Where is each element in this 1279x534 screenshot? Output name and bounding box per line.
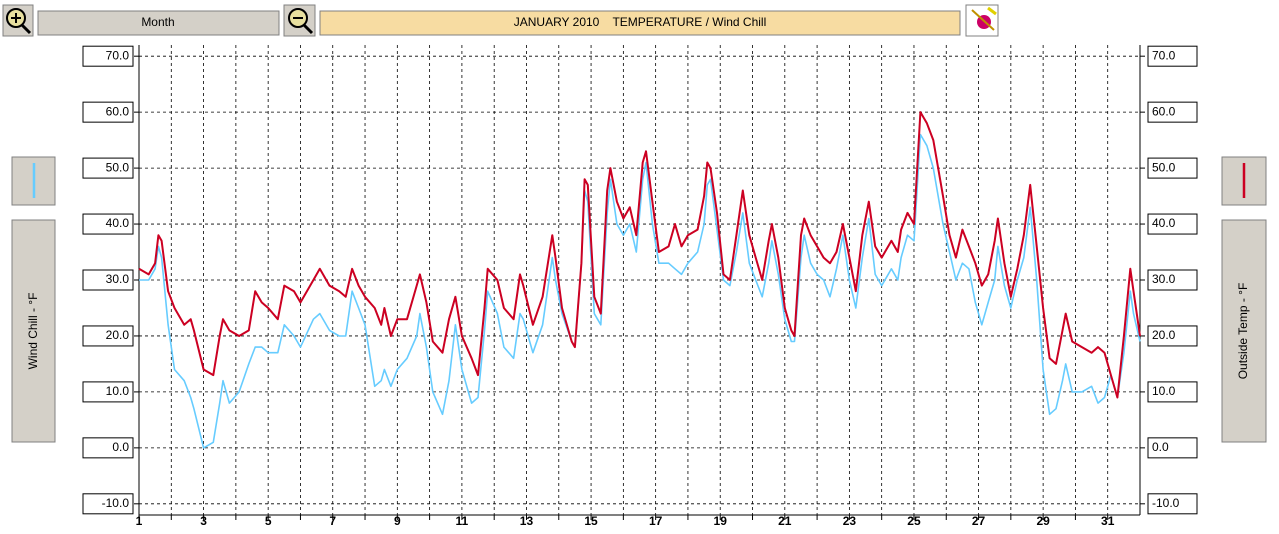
- y-tick-box: [82, 101, 134, 123]
- y-tick-box: [82, 325, 134, 347]
- y-tick-label: 30.0: [106, 272, 130, 286]
- axis-label-button[interactable]: [11, 219, 56, 443]
- y2-tick-box: [1147, 493, 1198, 515]
- y2-tick-label: 70.0: [1152, 48, 1176, 62]
- x-tick-label: 19: [714, 514, 728, 528]
- x-tick-label: 27: [972, 514, 986, 528]
- y-tick-box: [82, 269, 134, 291]
- x-tick-label: 21: [778, 514, 792, 528]
- period-label[interactable]: Month: [141, 15, 174, 29]
- series-line: [138, 111, 1141, 399]
- x-tick-label: 29: [1036, 514, 1050, 528]
- y2-tick-box: [1147, 45, 1198, 67]
- x-tick-label: 5: [265, 514, 272, 528]
- y-tick-label: 50.0: [106, 160, 130, 174]
- period-button[interactable]: [37, 10, 280, 36]
- title-box: [319, 10, 961, 36]
- y2-tick-box: [1147, 325, 1198, 347]
- y2-tick-label: 40.0: [1152, 216, 1176, 230]
- y-tick-box: [82, 45, 134, 67]
- y2-tick-label: 60.0: [1152, 104, 1176, 118]
- y2-tick-box: [1147, 213, 1198, 235]
- y-tick-box: [82, 213, 134, 235]
- y2-tick-label: 30.0: [1152, 272, 1176, 286]
- y-tick-box: [82, 381, 134, 403]
- x-tick-label: 31: [1101, 514, 1115, 528]
- axis-label-button[interactable]: [1221, 219, 1267, 443]
- y2-tick-label: 0.0: [1152, 440, 1169, 454]
- y2-tick-box: [1147, 269, 1198, 291]
- x-tick-label: 25: [907, 514, 921, 528]
- y-tick-label: 10.0: [106, 384, 130, 398]
- x-tick-label: 11: [456, 514, 469, 528]
- x-tick-label: 3: [200, 514, 207, 528]
- y-tick-label: -10.0: [102, 496, 130, 510]
- x-tick-label: 9: [394, 514, 401, 528]
- y2-axis-label: Outside Temp - °F: [1236, 283, 1250, 380]
- y-tick-box: [82, 493, 134, 515]
- x-tick-label: 23: [843, 514, 857, 528]
- y-tick-label: 40.0: [106, 216, 130, 230]
- y2-tick-label: 10.0: [1152, 384, 1176, 398]
- y-tick-label: 60.0: [106, 104, 130, 118]
- zoom-out-button[interactable]: [283, 4, 316, 37]
- x-tick-label: 17: [649, 514, 663, 528]
- y2-tick-box: [1147, 101, 1198, 123]
- zoom-in-button[interactable]: [2, 4, 34, 37]
- settings-icon[interactable]: [965, 4, 999, 37]
- y2-tick-box: [1147, 157, 1198, 179]
- x-tick-label: 13: [520, 514, 534, 528]
- y2-tick-label: -10.0: [1152, 496, 1180, 510]
- chart-title: JANUARY 2010 TEMPERATURE / Wind Chill: [514, 15, 767, 29]
- series-line: [139, 133, 1141, 449]
- y-tick-box: [82, 157, 134, 179]
- y2-tick-box: [1147, 381, 1198, 403]
- y2-tick-label: 20.0: [1152, 328, 1176, 342]
- y-axis-label: Wind Chill - °F: [26, 293, 40, 370]
- y2-tick-label: 50.0: [1152, 160, 1176, 174]
- y-tick-label: 70.0: [106, 48, 130, 62]
- x-tick-label: 15: [584, 514, 598, 528]
- y-tick-label: 0.0: [112, 440, 129, 454]
- y-tick-label: 20.0: [106, 328, 130, 342]
- x-tick-label: 1: [136, 514, 143, 528]
- y-tick-box: [82, 437, 134, 459]
- y2-tick-box: [1147, 437, 1198, 459]
- x-tick-label: 7: [329, 514, 336, 528]
